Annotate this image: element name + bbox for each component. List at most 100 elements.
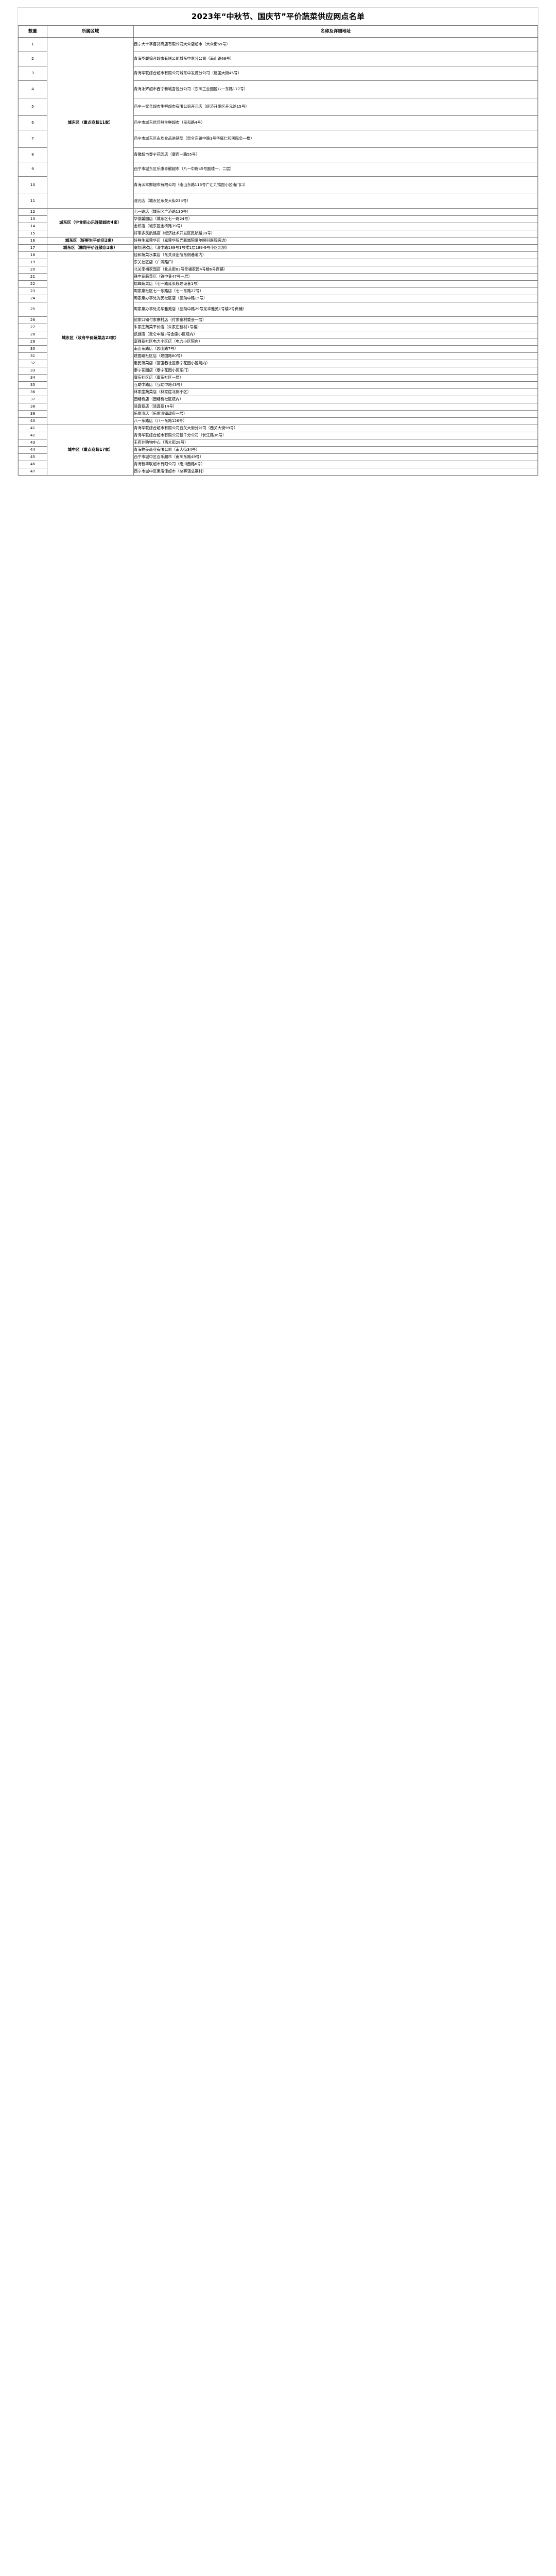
cell-name-address: 西宁市城中区百乐超市（南川东路49号）	[133, 453, 538, 461]
cell-quantity: 37	[18, 395, 47, 403]
cell-quantity: 29	[18, 337, 47, 346]
table-row: 8 青徽超市泰宁花园店（康西一路55号）	[18, 147, 538, 162]
cell-quantity: 44	[18, 446, 47, 454]
document-page: 2023年“中秋节、国庆节”平价蔬菜供应网点名单 数量 所属区域 名称及详细地址…	[0, 7, 556, 476]
cell-name-address: 铁中巷蔬菜店（铁中巷47号一层）	[133, 273, 538, 281]
cell-quantity: 30	[18, 345, 47, 353]
cell-name-address: 韵家口镇付家寨村店（付家寨村委会一层）	[133, 316, 538, 324]
cell-quantity: 20	[18, 265, 47, 274]
cell-name-address: 好鲜生嘉荣华店（嘉荣华阳光新城院爱尔眼科医院旁边）	[133, 236, 538, 245]
cell-name-address: 周家泉办事处为民社区店（互助中路15号）	[133, 294, 538, 302]
table-body: 1 城东区（重点商超11家） 西宁大十字百货商店有限公司大众店超市（大众街69号） 2…	[18, 37, 538, 476]
cell-quantity: 32	[18, 359, 47, 367]
cell-name-address: 好事多民航路店（经济技术开发区民航路39号）	[133, 229, 538, 238]
table-row: 35 互助中路店（互助中路43号）	[18, 381, 538, 389]
cell-name-address: 凯旋店（昆仑中路3号金座小区院内）	[133, 330, 538, 338]
cell-region: 城东区（政府平价蔬菜店23家）	[47, 251, 134, 425]
cell-quantity: 19	[18, 258, 47, 266]
cell-quantity: 42	[18, 431, 47, 439]
cell-name-address: 西宁大十字百货商店有限公司大众店超市（大众街69号）	[133, 37, 538, 52]
cell-quantity: 39	[18, 410, 47, 418]
cell-quantity: 8	[18, 147, 47, 162]
cell-quantity: 25	[18, 301, 47, 317]
cell-quantity: 18	[18, 251, 47, 259]
cell-name-address: 王府井购物中心（西大街28号）	[133, 438, 538, 447]
cell-quantity: 35	[18, 381, 47, 389]
cell-name-address: 青海沃本鲜超市有限公司（南山东路113号广汇九锦园小区南门口）	[133, 176, 538, 194]
table-row: 9 西宁市城东区乐康青徽超市（八一中路45号副楼一、二层）	[18, 161, 538, 177]
cell-quantity: 3	[18, 65, 47, 81]
cell-quantity: 26	[18, 316, 47, 324]
cell-name-address: 泰宁花园店（泰宁花园小区东门）	[133, 366, 538, 375]
cell-quantity: 21	[18, 273, 47, 281]
cell-name-address: 八一东路店（八一东路126号）	[133, 417, 538, 425]
cell-quantity: 16	[18, 236, 47, 245]
cell-name-address: 富强巷社区电力小区店（电力小区院内）	[133, 337, 538, 346]
cell-name-address: 西宁市城东优佳鲜生鲜超市（民和路4号）	[133, 115, 538, 130]
table-row: 16 城东区（好鲜生平价店2家） 好鲜生嘉荣华店（嘉荣华阳光新城院爱尔眼科医院旁边）	[18, 236, 538, 245]
cell-name-address: 青海华联综合超市有限公司城东中惠分公司（南山路68号）	[133, 51, 538, 66]
cell-quantity: 2	[18, 51, 47, 66]
column-header-quantity: 数量	[18, 25, 47, 38]
cell-quantity: 41	[18, 424, 47, 432]
cell-name-address: 惠民蔬菜店（富强巷社区泰宁花园小区院内）	[133, 359, 538, 367]
cell-quantity: 1	[18, 37, 47, 52]
cell-quantity: 7	[18, 129, 47, 148]
cell-quantity: 27	[18, 323, 47, 331]
cell-quantity: 23	[18, 287, 47, 295]
column-header-region: 所属区域	[47, 25, 134, 38]
cell-quantity: 11	[18, 193, 47, 209]
table-row: 4 青海永辉超市西宁新城吾悦分公司（东川工业园区八一东路177号）	[18, 80, 538, 98]
cell-region: 城中区（重点商超17家）	[47, 424, 134, 476]
table-row: 17 城东区（塞翔平价连锁店1家） 塞翔港欧店（湟中路189号1号楼1层189-9号…	[18, 244, 538, 252]
table-row: 47 西宁市城中区果洛佳超市（总寨镇总寨村）	[18, 467, 538, 476]
table-row: 12 城东区（宁食新心乐连锁超市4家） 七一路店（城东区广济路130号）	[18, 208, 538, 238]
table-row: 10 青海沃本鲜超市有限公司（南山东路113号广汇九锦园小区南门口）	[18, 176, 538, 194]
table-row: 41 城中区（重点商超17家） 青海华联综合超市有限公司西关大街分公司（西关大街99…	[18, 424, 538, 476]
cell-name-address: 西宁市城东区永均食品进销部（昆仑东路中路1号华庭仁和国际负一楼）	[133, 129, 538, 148]
cell-quantity: 34	[18, 374, 47, 382]
cell-name-address: 华德馨园店（城东区七一路24号）	[133, 215, 538, 223]
cell-region: 城东区（好鲜生平价店2家）	[47, 236, 134, 245]
cell-quantity: 47	[18, 467, 47, 476]
table-row: 29 富强巷社区电力小区店（电力小区院内）	[18, 337, 538, 346]
cell-name-address: 青海华联综合超市有限公司西关大街分公司（西关大街99号）	[133, 424, 538, 432]
cell-quantity: 14	[18, 222, 47, 230]
cell-quantity: 24	[18, 294, 47, 302]
cell-quantity: 17	[18, 244, 47, 252]
cell-name-address: 康东社区店（康东社区一层）	[133, 374, 538, 382]
cell-name-address: 清真巷店（清真巷14号）	[133, 402, 538, 411]
cell-name-address: 青海华联综合超市有限公司城东中发源分公司（建国大街45号）	[133, 65, 538, 81]
cell-name-address: 周家泉社区七一东路店（七一东路27号）	[133, 287, 538, 295]
table-header: 数量 所属区域 名称及详细地址	[18, 25, 538, 38]
table-frame: 2023年“中秋节、国庆节”平价蔬菜供应网点名单 数量 所属区域 名称及详细地址…	[18, 7, 538, 476]
cell-name-address: 湟光店（城东区东关大街234号）	[133, 193, 538, 209]
cell-quantity: 6	[18, 115, 47, 130]
cell-quantity: 46	[18, 460, 47, 468]
cell-quantity: 9	[18, 161, 47, 177]
cell-name-address: 林家崖蔬菜店（林家崖北侧小区）	[133, 388, 538, 396]
page-title: 2023年“中秋节、国庆节”平价蔬菜供应网点名单	[191, 12, 365, 21]
table-row: 18 城东区（政府平价蔬菜店23家） 佳和蔬菜水果店（东关派出所东侧巷道内）	[18, 251, 538, 425]
cell-region: 城东区（宁食新心乐连锁超市4家）	[47, 208, 134, 238]
cell-name-address: 锦峰蔬果店（七一路延长段建设巷1号）	[133, 280, 538, 288]
cell-name-address: 北关幸福家园店（北关街83号幸福家园4号楼6号商铺）	[133, 265, 538, 274]
cell-quantity: 33	[18, 366, 47, 375]
cell-quantity: 38	[18, 402, 47, 411]
table-header-row: 数量 所属区域 名称及详细地址	[18, 25, 538, 38]
cell-name-address: 互助中路店（互助中路43号）	[133, 381, 538, 389]
cell-quantity: 4	[18, 80, 47, 98]
table-row: 11 湟光店（城东区东关大街234号）	[18, 193, 538, 209]
table-row: 1 城东区（重点商超11家） 西宁大十字百货商店有限公司大众店超市（大众街69号）	[18, 37, 538, 209]
cell-name-address: 佳和蔬菜水果店（东关派出所东侧巷道内）	[133, 251, 538, 259]
cell-name-address: 青海华联综合超市有限公司新千分公司（长江路36号）	[133, 431, 538, 439]
cell-name-address: 西宁一家亲超市生鲜超市有限公司开元店（经济开发区开元路15号）	[133, 97, 538, 116]
cell-region: 城东区（塞翔平价连锁店1家）	[47, 244, 134, 252]
table-row: 6 西宁市城东优佳鲜生鲜超市（民和路4号）	[18, 115, 538, 130]
cell-name-address: 团结桥店（团结桥社区院内）	[133, 395, 538, 403]
cell-name-address: 乐家湾店（乐家湾镇政府一层）	[133, 410, 538, 418]
cell-name-address: 朱家庄蔬菜平价店（朱家庄新村1号楼）	[133, 323, 538, 331]
cell-name-address: 周家泉办事处龙华雅苑店（互助中路29号龙华雅苑1号楼2号商铺）	[133, 301, 538, 317]
cell-name-address: 金桥店（城东区金桥路39号）	[133, 222, 538, 230]
cell-quantity: 45	[18, 453, 47, 461]
